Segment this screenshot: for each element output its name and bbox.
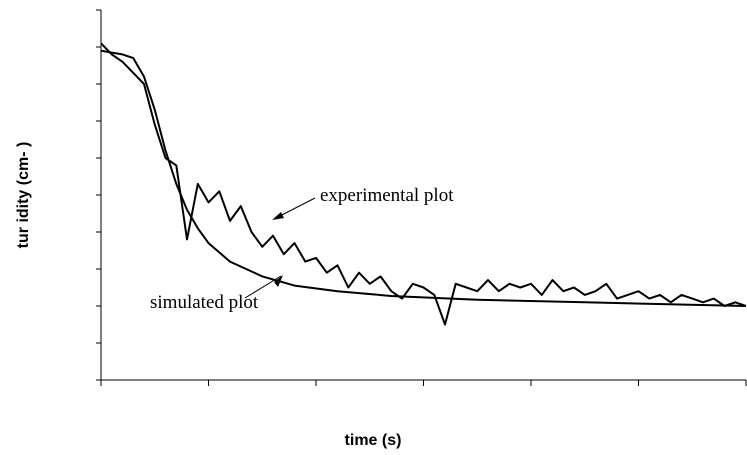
x-axis-label: time (s) xyxy=(345,432,402,449)
annotation: experimental plot xyxy=(320,185,454,206)
y-axis-label: tur idity (cm- ) xyxy=(15,142,32,249)
arrowhead xyxy=(272,212,284,220)
series-line xyxy=(100,42,747,326)
annotation: simulated plot xyxy=(150,292,259,313)
series-line xyxy=(100,49,747,307)
